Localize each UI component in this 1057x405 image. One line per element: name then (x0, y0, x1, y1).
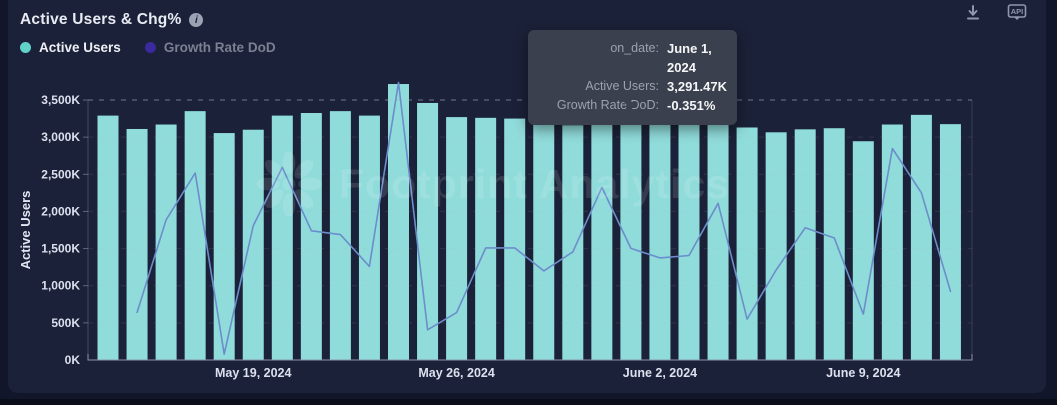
bar-active-users[interactable] (707, 112, 729, 360)
download-button[interactable] (964, 4, 982, 27)
x-axis-label: May 26, 2024 (418, 366, 494, 380)
tooltip-value: June 1, 2024 (667, 41, 712, 75)
y-axis-label: 500K (51, 316, 80, 330)
y-axis-title: Active Users (18, 191, 33, 270)
x-axis-line (87, 354, 973, 361)
bar-active-users[interactable] (504, 118, 526, 360)
bar-active-users[interactable] (388, 84, 409, 361)
legend-item-active-users[interactable]: Active Users (20, 40, 121, 55)
bar-active-users[interactable] (155, 124, 177, 360)
bar-active-users[interactable] (591, 114, 613, 361)
svg-text:API: API (1011, 7, 1024, 16)
bar-active-users[interactable] (446, 117, 468, 360)
legend: Active Users Growth Rate DoD (20, 40, 276, 55)
bar-active-users[interactable] (358, 115, 380, 360)
tooltip-label: on_date: (610, 41, 659, 55)
legend-item-growth-rate[interactable]: Growth Rate DoD (144, 40, 276, 55)
bar-active-users[interactable] (765, 132, 787, 360)
x-axis-label: May 19, 2024 (215, 366, 291, 380)
bar-active-users[interactable] (794, 129, 816, 360)
legend-label: Growth Rate DoD (163, 40, 276, 55)
chart-tooltip: on_date: June 1, 2024 Active Users: 3,29… (528, 30, 737, 125)
bar-active-users[interactable] (852, 141, 874, 360)
bar-active-users[interactable] (736, 127, 758, 360)
bar-active-users[interactable] (649, 118, 671, 360)
y-axis-label: 0K (65, 353, 81, 367)
y-axis-label: 3,500K (41, 93, 80, 107)
active-users-dot-icon (20, 42, 31, 53)
bar-active-users[interactable] (562, 125, 584, 360)
y-axis-label: 1,500K (41, 242, 80, 256)
bar-active-users[interactable] (97, 115, 119, 360)
chart-card: Active Users & Chg% i API (8, 0, 1046, 393)
x-axis-label: June 9, 2024 (826, 366, 900, 380)
tooltip-row: on_date: June 1, 2024 (541, 39, 724, 77)
bar-active-users[interactable] (475, 117, 497, 360)
y-axis-label: 2,000K (41, 204, 80, 218)
growth-rate-dot-icon (144, 42, 156, 53)
bar-active-users[interactable] (300, 113, 322, 360)
tooltip-arrow-icon (624, 102, 638, 110)
bar-active-users[interactable] (242, 129, 264, 360)
info-icon[interactable]: i (189, 13, 204, 27)
bar-active-users[interactable] (678, 120, 700, 360)
legend-label: Active Users (39, 40, 121, 55)
toolbar: API (964, 3, 1028, 27)
y-axis-label: 2,500K (41, 167, 80, 181)
chart-header: Active Users & Chg% i (20, 11, 204, 29)
tooltip-label: Growth Rate DoD: (556, 98, 659, 112)
bar-active-users[interactable] (939, 124, 961, 361)
bar-active-users[interactable] (417, 102, 439, 360)
tooltip-value: -0.351% (667, 98, 716, 113)
bar-active-users[interactable] (620, 115, 642, 360)
download-icon (964, 4, 982, 27)
tooltip-row: Active Users: 3,291.47K (541, 77, 727, 96)
window-bottom-edge (0, 399, 1057, 405)
api-icon: API (1006, 3, 1028, 27)
y-axis-label: 3,000K (41, 130, 80, 144)
tooltip-label: Active Users: (585, 79, 659, 93)
bar-active-users[interactable] (184, 111, 206, 361)
tooltip-value: 3,291.47K (667, 79, 727, 94)
api-button[interactable]: API (1006, 3, 1028, 27)
x-axis-label: June 2, 2024 (623, 366, 697, 380)
chart-title: Active Users & Chg% (20, 11, 182, 28)
chart-svg: 0K 500K 1,000K 1,500K 2,000K 2,500K 3,000K 3,50… (18, 81, 973, 380)
bar-active-users[interactable] (910, 114, 932, 360)
bar-active-users[interactable] (881, 124, 903, 360)
bar-active-users[interactable] (213, 133, 235, 360)
bar-active-users[interactable] (126, 128, 148, 360)
growth-rate-line (136, 81, 952, 355)
bar-active-users[interactable] (533, 123, 555, 361)
bar-active-users[interactable] (823, 128, 845, 360)
y-axis-label: 1,000K (41, 279, 80, 293)
